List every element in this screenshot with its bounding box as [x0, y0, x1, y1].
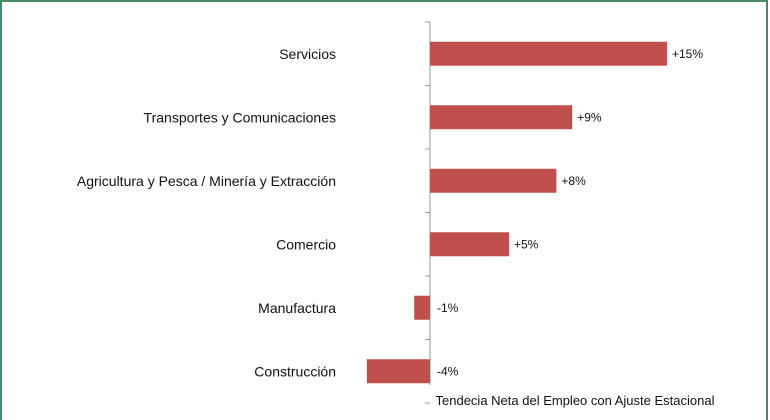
x-axis-title: Tendecia Neta del Empleo con Ajuste Esta…: [436, 393, 715, 408]
bar-chart: Servicios Transportes y Comunicaciones Agr…: [77, 21, 715, 408]
category-label: Agricultura y Pesca / Minería y Extracci…: [77, 173, 336, 189]
data-label: +5%: [514, 237, 539, 251]
bar: [414, 295, 430, 320]
bar: [430, 232, 509, 257]
bars-group: [366, 41, 667, 384]
bar: [430, 105, 573, 130]
category-label: Comercio: [276, 236, 336, 252]
category-label: Construcción: [254, 363, 336, 379]
category-label: Manufactura: [258, 300, 336, 316]
bar: [430, 168, 557, 193]
category-labels: Servicios Transportes y Comunicaciones Agr…: [77, 46, 336, 380]
data-label: +9%: [577, 110, 602, 124]
value-labels: +15% +9% +8% +5% -1% -4%: [437, 47, 703, 379]
bar: [430, 41, 667, 66]
data-label: +8%: [561, 174, 586, 188]
data-label: +15%: [672, 47, 703, 61]
category-label: Transportes y Comunicaciones: [144, 109, 336, 125]
data-label: -1%: [437, 301, 459, 315]
category-label: Servicios: [279, 46, 336, 62]
data-label: -4%: [437, 364, 459, 378]
bar: [366, 359, 430, 384]
axis-ticks: [425, 21, 430, 404]
